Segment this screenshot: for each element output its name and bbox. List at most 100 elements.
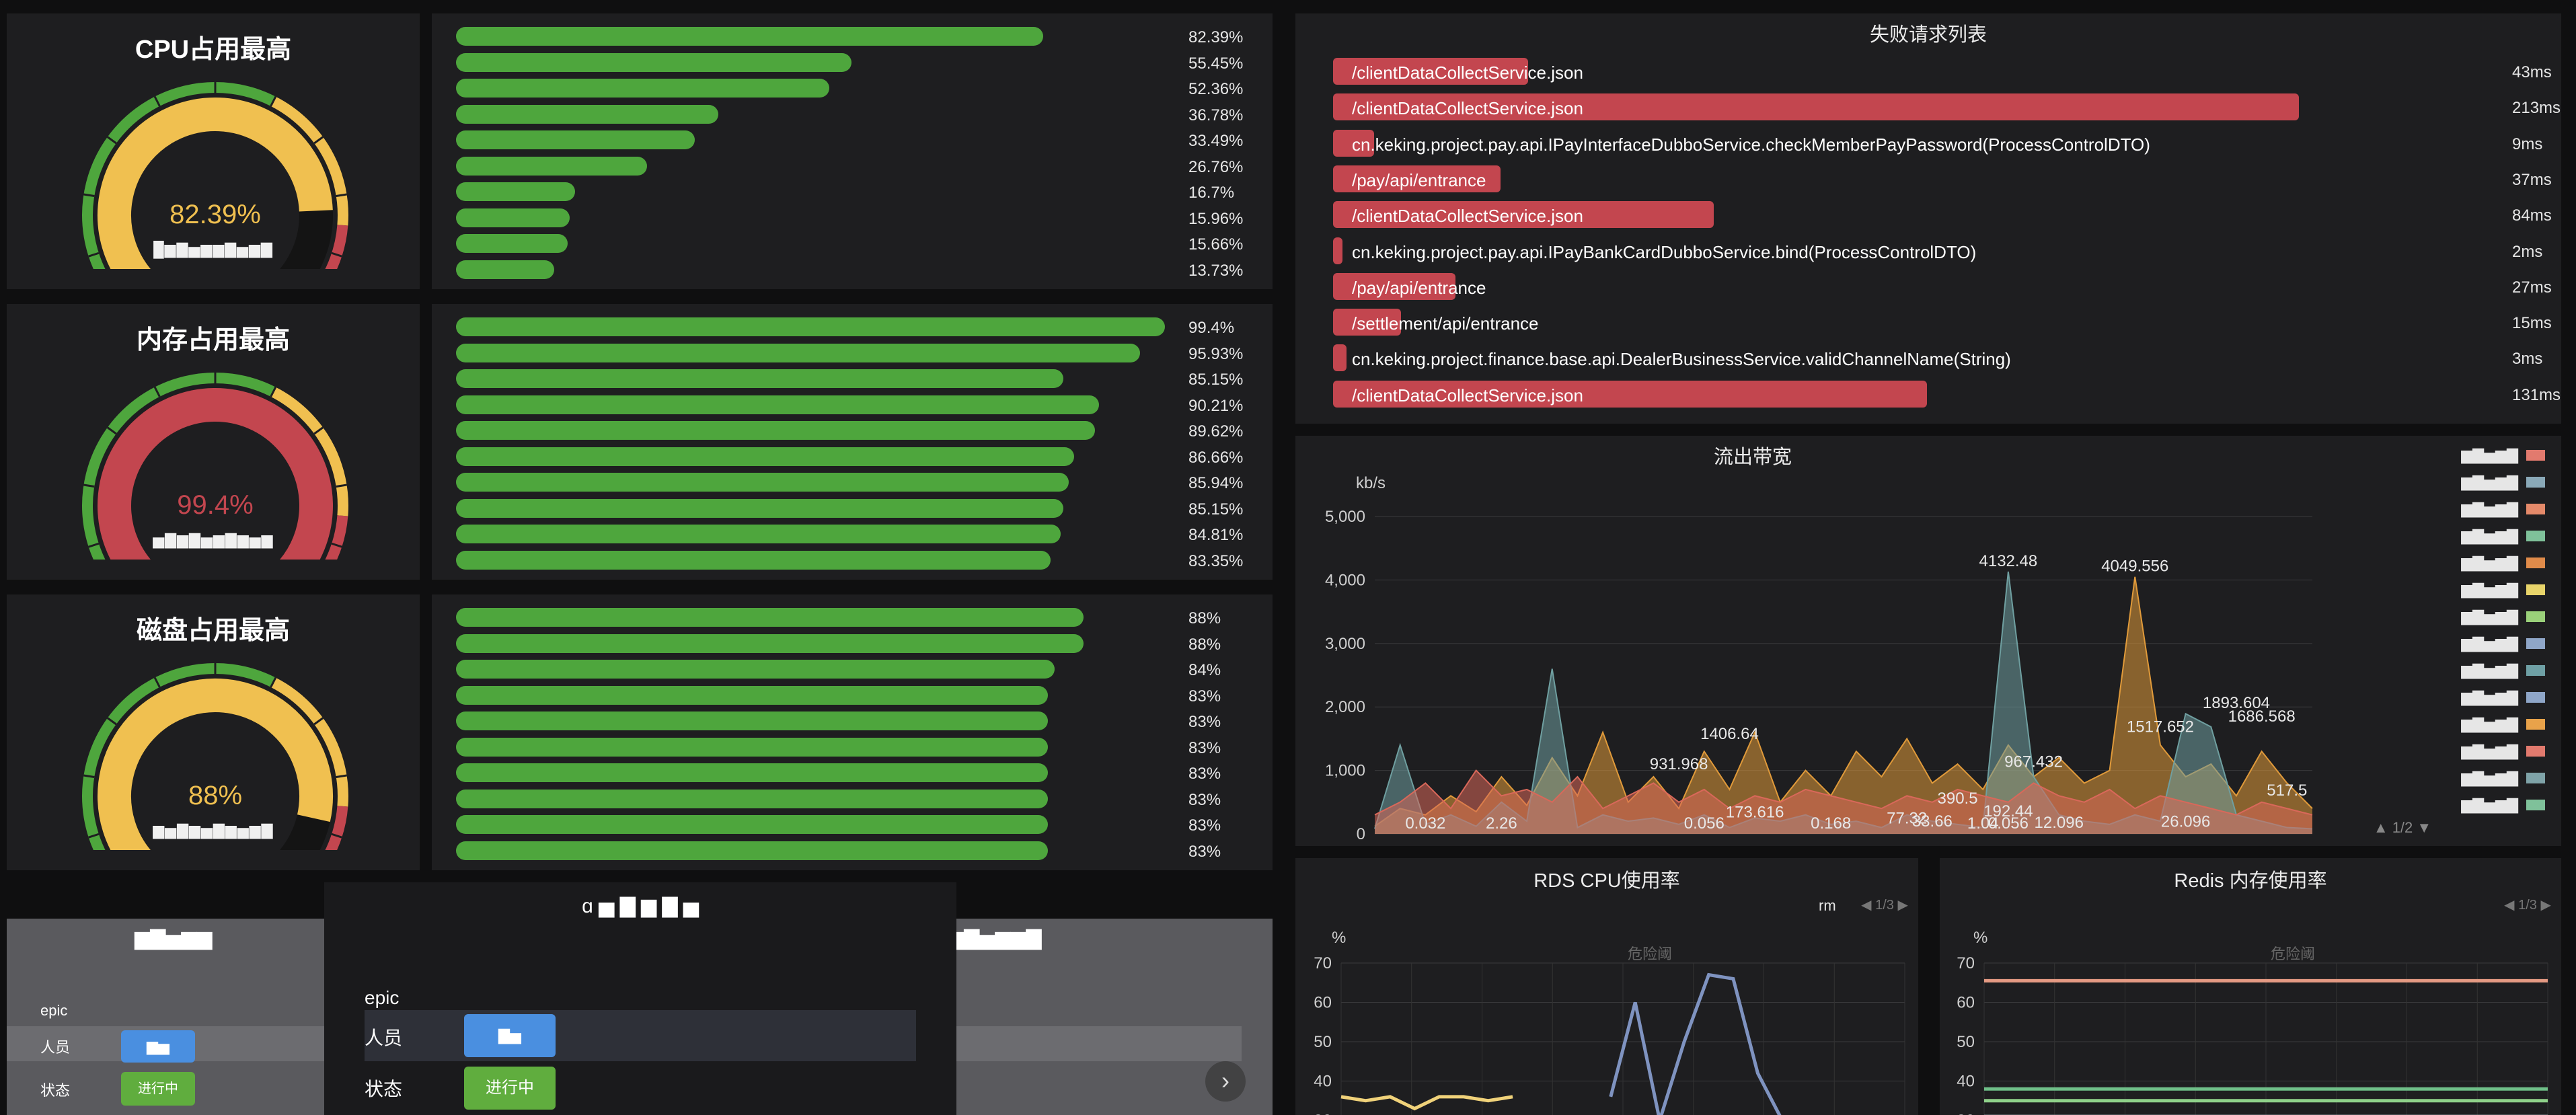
legend-item[interactable]: ▆▇▅▆▇ xyxy=(2461,553,2545,573)
failed-request-row[interactable]: /clientDataCollectService.json 213ms xyxy=(1333,93,2561,121)
gauge-band-red xyxy=(325,225,348,269)
legend-item[interactable]: ▆▇▅▆▇ xyxy=(2461,768,2545,788)
legend-item[interactable]: ▆▇▅▆▇ xyxy=(2461,526,2545,546)
failed-request-duration: 37ms xyxy=(2512,170,2552,189)
bar-row: 89.62% xyxy=(432,421,1273,440)
legend-item[interactable]: ▆▇▅▆▇ xyxy=(2461,633,2545,654)
y-tick-label: 70 xyxy=(1314,954,1332,972)
data-label: 77.32 xyxy=(1887,810,1927,828)
failed-request-row[interactable]: /pay/api/entrance 27ms xyxy=(1333,272,2552,300)
bar-value: 88% xyxy=(1188,609,1221,627)
cpu-gauge-host: █▆▇▅▆▆▇▅▆▇ xyxy=(153,241,273,258)
redis-memory-title: Redis 内存使用率 xyxy=(2174,870,2327,892)
bar-value: 16.7% xyxy=(1188,184,1235,202)
bar-value: 83% xyxy=(1188,738,1221,757)
data-label: 0.168 xyxy=(1811,814,1851,833)
bar-value: 36.78% xyxy=(1188,106,1244,124)
usage-bar xyxy=(456,369,1063,388)
modal-person-pill[interactable]: ▇▅ xyxy=(464,1014,556,1057)
bar-row: 83% xyxy=(432,685,1273,705)
task-modal: ɑ ▅ ▇ ▆ ▇ ▅ epic 人员 ▇▅ 状态 进行中 xyxy=(324,882,956,1115)
failed-request-bar xyxy=(1333,165,1501,192)
legend-item[interactable]: ▆▇▅▆▇ xyxy=(2461,445,2545,465)
modal-epic-label: epic xyxy=(365,987,400,1008)
y-tick-label: 50 xyxy=(1314,1033,1332,1051)
bar-value: 15.66% xyxy=(1188,235,1244,254)
legend-marker xyxy=(2526,692,2545,703)
bar-value: 83% xyxy=(1188,842,1221,861)
usage-bar xyxy=(456,104,718,124)
bar-row: 83% xyxy=(432,763,1273,783)
gauge-tick xyxy=(106,717,117,726)
legend-item[interactable]: ▆▇▅▆▇ xyxy=(2461,687,2545,707)
bar-row: 83% xyxy=(432,815,1273,835)
legend-item[interactable]: ▆▇▅▆▇ xyxy=(2461,795,2545,815)
usage-bar xyxy=(456,550,1051,570)
failed-request-bar xyxy=(1333,344,1347,372)
legend-item[interactable]: ▆▇▅▆▇ xyxy=(2461,472,2545,492)
cpu-top-list: 82.39% 55.45% 52.36% 36.78% 33.49% 26.76% 16.7… xyxy=(432,13,1273,289)
kanban-status-pill[interactable]: 进行中 xyxy=(121,1072,195,1106)
bar-value: 83% xyxy=(1188,765,1221,783)
usage-bar xyxy=(456,208,570,227)
gauge-value: 88% xyxy=(188,781,242,810)
y-tick-label: 60 xyxy=(1957,994,1975,1012)
failed-request-row[interactable]: /settlement/api/entrance 15ms xyxy=(1333,309,2552,336)
modal-status-pill[interactable]: 进行中 xyxy=(464,1067,556,1110)
memory-gauge-title: 内存占用最高 xyxy=(136,326,290,354)
bar-row: 85.15% xyxy=(432,498,1273,518)
legend-item[interactable]: ▆▇▅▆▇ xyxy=(2461,714,2545,734)
failed-request-row[interactable]: cn.keking.project.finance.base.api.Deale… xyxy=(1333,344,2548,372)
bar-value: 26.76% xyxy=(1188,157,1244,176)
legend-item[interactable]: ▆▇▅▆▇ xyxy=(2461,607,2545,627)
failed-request-row[interactable]: /clientDataCollectService.json 43ms xyxy=(1333,58,2552,85)
legend-label: ▆▇▅▆▇ xyxy=(2461,500,2518,517)
legend-marker xyxy=(2526,638,2545,649)
rds-cpu-panel: RDS CPU使用率 30 40 50 60 70% 危险阈 ◀ 1/3 ▶ rm xyxy=(1295,858,1918,1115)
bar-value: 83% xyxy=(1188,816,1221,835)
bar-value: 89.62% xyxy=(1188,422,1244,440)
legend-item[interactable]: ▆▇▅▆▇ xyxy=(2461,580,2545,600)
failed-request-row[interactable]: /pay/api/entrance 37ms xyxy=(1333,165,2552,192)
modal-person-label: 人员 xyxy=(365,1028,403,1048)
next-arrow-button[interactable]: › xyxy=(1205,1061,1246,1102)
data-label: 1406.64 xyxy=(1700,725,1759,743)
gauge-tick xyxy=(106,136,117,145)
bar-value: 90.21% xyxy=(1188,396,1244,415)
rds-cpu-chart: 30 40 50 60 70% 危险阈 ◀ 1/3 ▶ rm xyxy=(1314,897,1908,1115)
failed-request-duration: 213ms xyxy=(2512,99,2561,118)
legend-item[interactable]: ▆▇▅▆▇ xyxy=(2461,499,2545,519)
failed-request-path: /clientDataCollectService.json xyxy=(1352,63,1583,83)
memory-gauge-panel: 内存占用最高 99.4% ▅▇▆▇▅▆▇▆▅▆ xyxy=(7,304,420,580)
failed-request-row[interactable]: /clientDataCollectService.json 84ms xyxy=(1333,201,2552,229)
bar-value: 83.35% xyxy=(1188,551,1244,570)
memory-gauge-host: ▅▇▆▇▅▆▇▆▅▆ xyxy=(153,531,274,548)
failed-request-row[interactable]: cn.keking.project.pay.api.IPayInterfaceD… xyxy=(1333,129,2548,157)
failed-request-path: cn.keking.project.finance.base.api.Deale… xyxy=(1352,349,2011,370)
bar-row: 83% xyxy=(432,841,1273,861)
usage-bar xyxy=(456,815,1048,834)
legend-label: ▆▇▅▆▇ xyxy=(2461,581,2518,598)
legend-item[interactable]: ▆▇▅▆▇ xyxy=(2461,741,2545,761)
usage-bar xyxy=(456,343,1140,362)
bar-row: 15.66% xyxy=(432,234,1273,254)
legend-item[interactable]: ▆▇▅▆▇ xyxy=(2461,660,2545,681)
disk-gauge: 88% xyxy=(82,663,348,850)
usage-bar xyxy=(456,763,1048,782)
bar-row: 83% xyxy=(432,789,1273,809)
memory-top-list: 99.4% 95.93% 85.15% 90.21% 89.62% 86.66% 85.94… xyxy=(432,304,1273,580)
usage-bar xyxy=(456,789,1048,808)
failed-request-row[interactable]: cn.keking.project.pay.api.IPayBankCardDu… xyxy=(1333,237,2548,264)
series-area xyxy=(1375,571,2312,834)
bar-value: 88% xyxy=(1188,635,1221,654)
kanban-person-pill[interactable]: ▆▅ xyxy=(121,1030,195,1063)
gauge-value: 99.4% xyxy=(177,490,253,520)
legend-marker xyxy=(2526,665,2545,676)
legend-page-indicator: ◀ 1/3 ▶ xyxy=(1861,898,1908,913)
failed-request-row[interactable]: /clientDataCollectService.json 131ms xyxy=(1333,380,2561,408)
modal-person-row xyxy=(365,1010,916,1061)
legend-label: ▆▇▅▆▇ xyxy=(2461,742,2518,759)
failed-request-duration: 131ms xyxy=(2512,385,2561,404)
disk-gauge-title: 磁盘占用最高 xyxy=(136,617,290,645)
rds-cpu-title: RDS CPU使用率 xyxy=(1533,870,1680,892)
